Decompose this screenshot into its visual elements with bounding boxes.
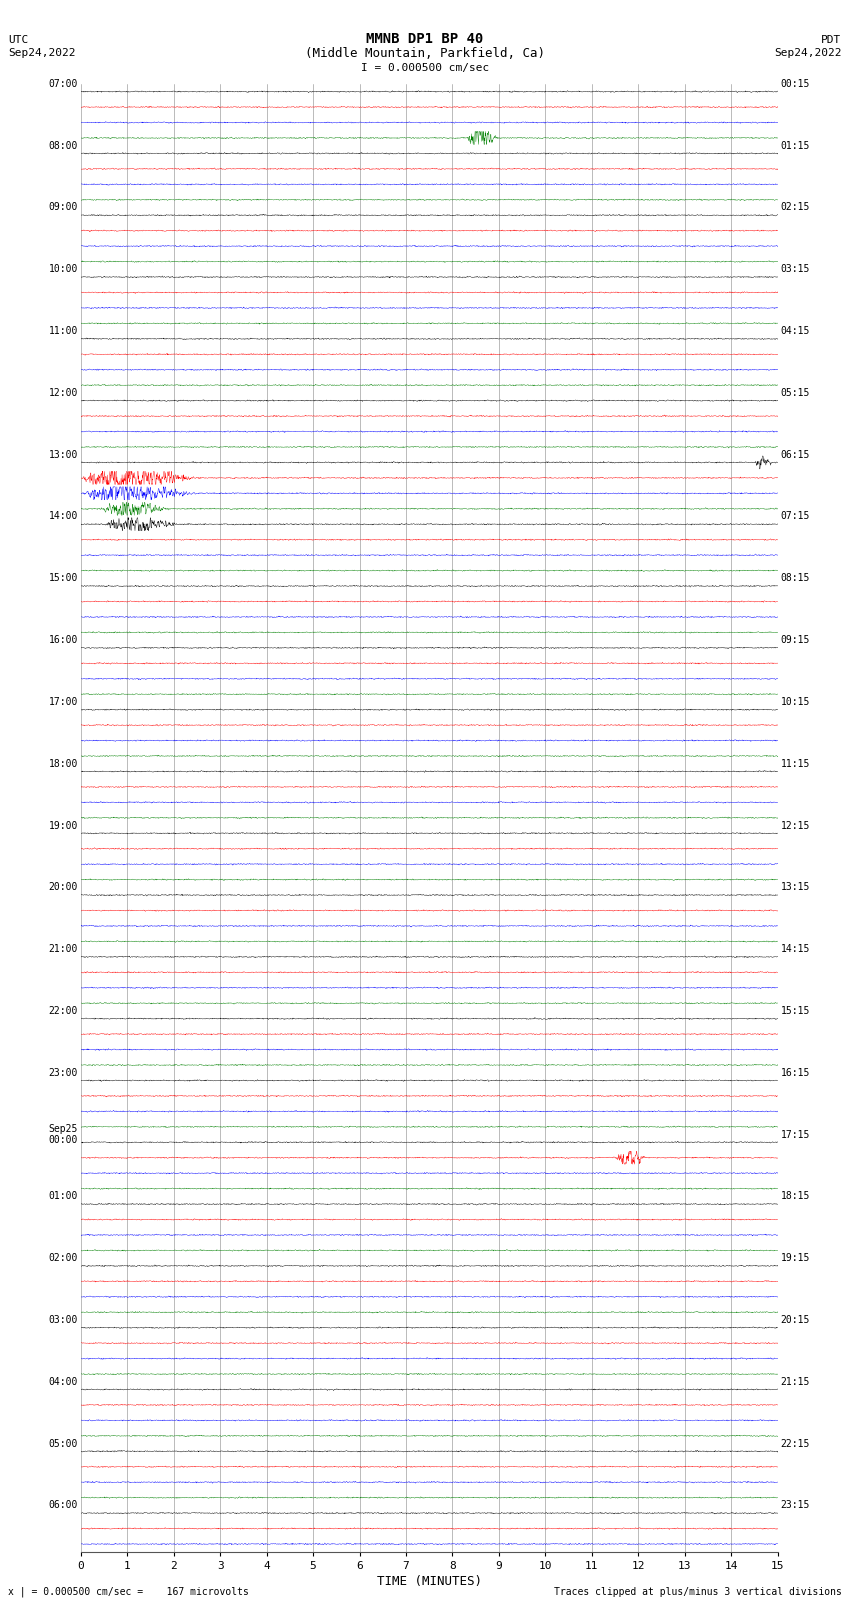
Text: 05:00: 05:00 (48, 1439, 78, 1448)
Text: 13:15: 13:15 (780, 882, 810, 892)
Text: 19:15: 19:15 (780, 1253, 810, 1263)
Text: 11:00: 11:00 (48, 326, 78, 336)
Text: 20:00: 20:00 (48, 882, 78, 892)
Text: 20:15: 20:15 (780, 1315, 810, 1324)
Text: 11:15: 11:15 (780, 758, 810, 769)
Text: 18:00: 18:00 (48, 758, 78, 769)
Text: 07:15: 07:15 (780, 511, 810, 521)
Text: PDT: PDT (821, 35, 842, 45)
Text: 19:00: 19:00 (48, 821, 78, 831)
Text: 15:15: 15:15 (780, 1007, 810, 1016)
X-axis label: TIME (MINUTES): TIME (MINUTES) (377, 1574, 482, 1587)
Text: 04:00: 04:00 (48, 1378, 78, 1387)
Text: 14:00: 14:00 (48, 511, 78, 521)
Text: 16:15: 16:15 (780, 1068, 810, 1077)
Text: Traces clipped at plus/minus 3 vertical divisions: Traces clipped at plus/minus 3 vertical … (553, 1587, 842, 1597)
Text: 18:15: 18:15 (780, 1192, 810, 1202)
Text: 23:15: 23:15 (780, 1500, 810, 1510)
Text: UTC: UTC (8, 35, 29, 45)
Text: 09:00: 09:00 (48, 203, 78, 213)
Text: 10:15: 10:15 (780, 697, 810, 706)
Text: (Middle Mountain, Parkfield, Ca): (Middle Mountain, Parkfield, Ca) (305, 47, 545, 60)
Text: Sep25
00:00: Sep25 00:00 (48, 1124, 78, 1145)
Text: 22:15: 22:15 (780, 1439, 810, 1448)
Text: 12:15: 12:15 (780, 821, 810, 831)
Text: 21:00: 21:00 (48, 944, 78, 955)
Text: x | = 0.000500 cm/sec =    167 microvolts: x | = 0.000500 cm/sec = 167 microvolts (8, 1587, 249, 1597)
Text: 03:15: 03:15 (780, 265, 810, 274)
Text: Sep24,2022: Sep24,2022 (774, 48, 842, 58)
Text: Sep24,2022: Sep24,2022 (8, 48, 76, 58)
Text: I = 0.000500 cm/sec: I = 0.000500 cm/sec (361, 63, 489, 73)
Text: 04:15: 04:15 (780, 326, 810, 336)
Text: 14:15: 14:15 (780, 944, 810, 955)
Text: 03:00: 03:00 (48, 1315, 78, 1324)
Text: 17:00: 17:00 (48, 697, 78, 706)
Text: 22:00: 22:00 (48, 1007, 78, 1016)
Text: 16:00: 16:00 (48, 636, 78, 645)
Text: 01:15: 01:15 (780, 140, 810, 150)
Text: 02:15: 02:15 (780, 203, 810, 213)
Text: 05:15: 05:15 (780, 387, 810, 398)
Text: 23:00: 23:00 (48, 1068, 78, 1077)
Text: 09:15: 09:15 (780, 636, 810, 645)
Text: 06:15: 06:15 (780, 450, 810, 460)
Text: MMNB DP1 BP 40: MMNB DP1 BP 40 (366, 32, 484, 45)
Text: 12:00: 12:00 (48, 387, 78, 398)
Text: 15:00: 15:00 (48, 573, 78, 584)
Text: 08:15: 08:15 (780, 573, 810, 584)
Text: 00:15: 00:15 (780, 79, 810, 89)
Text: 21:15: 21:15 (780, 1378, 810, 1387)
Text: 17:15: 17:15 (780, 1129, 810, 1139)
Text: 13:00: 13:00 (48, 450, 78, 460)
Text: 02:00: 02:00 (48, 1253, 78, 1263)
Text: 08:00: 08:00 (48, 140, 78, 150)
Text: 01:00: 01:00 (48, 1192, 78, 1202)
Text: 07:00: 07:00 (48, 79, 78, 89)
Text: 06:00: 06:00 (48, 1500, 78, 1510)
Text: 10:00: 10:00 (48, 265, 78, 274)
